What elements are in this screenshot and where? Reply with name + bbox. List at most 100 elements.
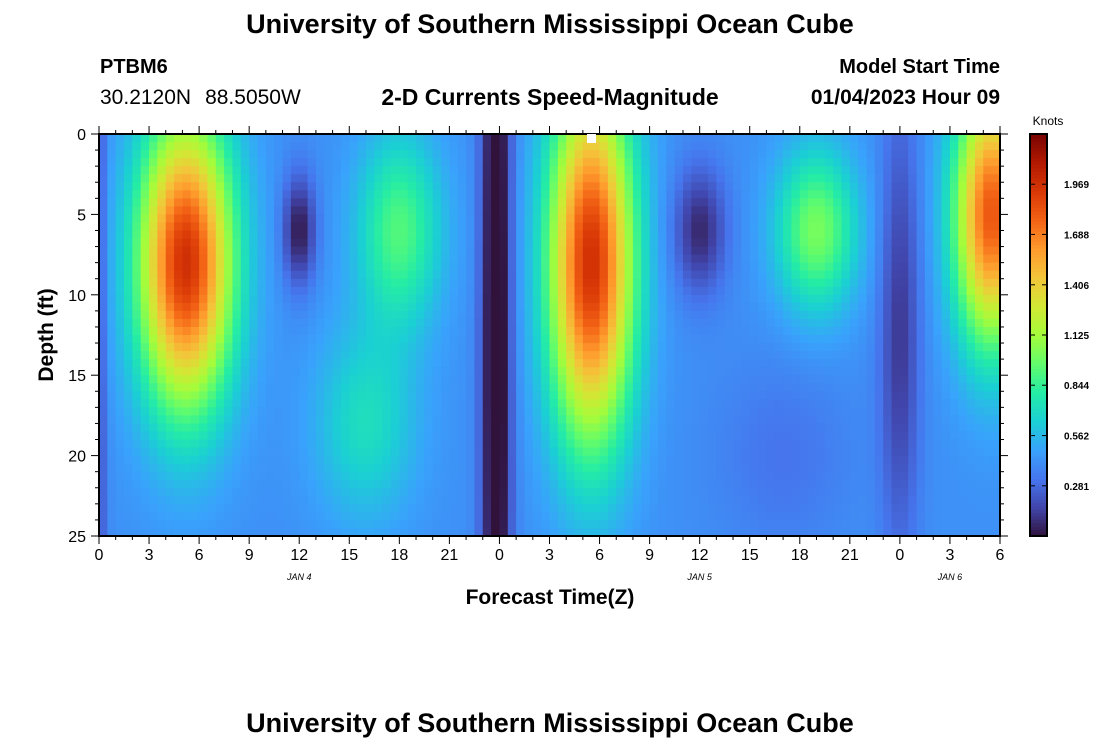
heatmap-cell [682,238,692,248]
heatmap-cell [382,351,392,360]
heatmap-cell [557,383,567,392]
heatmap-cell [691,190,701,199]
heatmap-cell [741,399,751,408]
heatmap-cell [591,270,601,280]
heatmap-cell [599,431,609,441]
heatmap-cell [466,351,476,360]
heatmap-cell [666,399,676,408]
heatmap-cell [357,262,367,272]
heatmap-cell [833,479,843,489]
heatmap-cell [524,391,534,400]
heatmap-cell [182,302,192,312]
heatmap-cell [699,326,709,336]
heatmap-cell [340,359,350,368]
heatmap-cell [182,142,192,151]
heatmap-cell [808,142,818,151]
heatmap-cell [666,351,676,360]
heatmap-cell [816,230,826,240]
heatmap-cell [382,254,392,264]
heatmap-cell [491,527,501,537]
heatmap-cell [215,455,225,465]
heatmap-cell [190,399,200,408]
heatmap-cell [365,174,375,183]
heatmap-cell [557,423,567,433]
heatmap-cell [232,246,242,256]
heatmap-cell [799,447,809,457]
heatmap-cell [916,310,926,320]
heatmap-cell [607,238,617,248]
heatmap-cell [858,286,868,296]
heatmap-cell [741,182,751,191]
heatmap-cell [474,262,484,272]
heatmap-cell [382,198,392,207]
heatmap-cell [766,174,776,183]
heatmap-cell [566,318,576,328]
heatmap-cell [282,254,292,264]
heatmap-cell [708,230,717,240]
heatmap-cell [607,479,617,489]
heatmap-cell [441,246,450,256]
heatmap-cell [124,310,133,320]
heatmap-cell [758,439,767,449]
heatmap-cell [499,230,509,240]
heatmap-cell [507,134,517,143]
heatmap-cell [499,527,509,537]
heatmap-cell [574,262,584,272]
heatmap-cell [708,391,717,400]
heatmap-cell [816,310,826,320]
heatmap-cell [374,463,384,473]
heatmap-cell [532,367,542,376]
heatmap-cell [632,351,642,360]
heatmap-cell [174,246,184,256]
heatmap-cell [140,238,150,248]
heatmap-cell [274,447,284,457]
heatmap-cell [240,471,250,481]
heatmap-cell [124,359,133,368]
heatmap-cell [315,391,325,400]
heatmap-cell [674,471,684,481]
heatmap-cell [399,230,409,240]
heatmap-cell [299,503,309,513]
heatmap-cell [115,367,125,376]
heatmap-cell [783,254,793,264]
heatmap-cell [708,527,717,537]
heatmap-cell [282,375,292,384]
heatmap-cell [190,230,200,240]
heatmap-cell [290,335,300,344]
heatmap-cell [399,286,409,296]
heatmap-cell [324,326,334,336]
heatmap-cell [883,142,893,151]
heatmap-cell [616,391,626,400]
heatmap-cell [332,463,342,473]
heatmap-cell [499,495,509,505]
heatmap-cell [466,407,476,416]
heatmap-cell [541,415,551,425]
heatmap-cell [215,391,225,400]
heatmap-cell [307,351,317,360]
heatmap-cell [457,351,467,360]
heatmap-cell [232,262,242,272]
heatmap-cell [474,487,484,497]
heatmap-cell [432,487,442,497]
heatmap-cell [207,190,217,199]
heatmap-cell [424,294,434,304]
heatmap-cell [165,238,175,248]
heatmap-cell [691,399,701,408]
heatmap-cell [708,190,717,199]
heatmap-cell [265,190,275,199]
heatmap-cell [516,455,526,465]
heatmap-cell [224,391,234,400]
heatmap-cell [883,375,893,384]
heatmap-cell [432,214,442,224]
heatmap-cell [240,519,250,529]
heatmap-cell [232,391,242,400]
heatmap-cell [99,375,108,384]
heatmap-cell [491,230,501,240]
heatmap-cell [265,439,275,449]
heatmap-cell [491,487,501,497]
heatmap-cell [140,158,150,167]
heatmap-cell [132,206,142,215]
heatmap-cell [824,310,834,320]
heatmap-cell [724,423,734,433]
heatmap-cell [599,326,609,336]
